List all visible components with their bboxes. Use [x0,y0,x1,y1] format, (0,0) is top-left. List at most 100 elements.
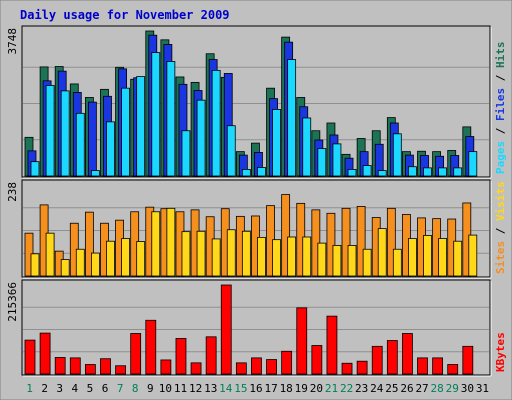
bar-sites-day-14: Sites 14: 121 [226,229,236,277]
legend-entry: / [494,68,507,88]
bar-kbytes-day-24: KBytes 24: 67000 [371,345,383,375]
bar-sites-day-2: Sites 2: 112 [45,232,55,277]
bar-sites-day-17: Sites 17: 95 [272,239,281,277]
x-tick-label-23: 23 [355,382,368,395]
legend-entry: / [494,121,507,141]
bar-sites-day-22: Sites 22: 80 [347,245,357,277]
bar-kbytes-day-30: KBytes 30: 67000 [462,345,474,375]
bar-sites-day-1: Sites 1: 58 [30,253,40,277]
bar-pages-day-17: Pages 17: 1720 [272,109,281,177]
bar-sites-day-6: Sites 6: 91 [106,240,115,277]
bar-sites-day-29: Sites 29: 91 [453,240,463,277]
bar-sites-day-9: Sites 9: 168 [151,211,161,277]
bar-pages-day-27: Pages 27: 210 [423,167,432,177]
bar-visits-day-18: Visits 18: 213 [281,194,291,277]
bar-pages-day-2: Pages 2: 2340 [45,85,55,177]
x-tick-label-10: 10 [159,382,172,395]
bar-kbytes-day-13: KBytes 13: 90000 [205,336,217,375]
x-tick-label-25: 25 [385,382,398,395]
bar-kbytes-day-14: KBytes 14: 215366 [220,284,232,375]
x-tick-label-8: 8 [132,382,139,395]
bar-pages-day-16: Pages 16: 220 [257,167,266,177]
x-tick-label-3: 3 [56,382,63,395]
bar-sites-day-28: Sites 28: 98 [438,238,448,277]
bar-sites-day-8: Sites 8: 90 [136,241,146,277]
bar-kbytes-day-5: KBytes 5: 23000 [84,364,96,375]
bar-visits-day-5: Visits 5: 167 [84,211,94,277]
bar-kbytes-day-12: KBytes 12: 27000 [190,362,202,375]
x-tick-label-6: 6 [102,382,109,395]
bar-sites-day-18: Sites 18: 102 [287,236,297,277]
legend-entry: / [494,221,507,241]
bar-pages-day-24: Pages 24: 140 [377,170,387,177]
bar-sites-day-19: Sites 19: 102 [302,236,312,277]
x-tick-label-29: 29 [446,382,459,395]
bar-visits-day-25: Visits 25: 177 [386,207,396,277]
bar-files-day-5: Files 5: 1910 [87,101,97,177]
bar-pages-day-14: Pages 14: 1300 [226,125,236,177]
bar-sites-day-27: Sites 27: 106 [423,235,432,277]
bar-sites-day-20: Sites 20: 86 [317,242,327,277]
bar-pages-day-30: Pages 30: 630 [468,151,478,177]
legend-hits-files-pages: Pages / Files / Hits [494,42,507,175]
bar-pages-day-6: Pages 6: 1400 [106,121,115,177]
x-tick-label-31: 31 [476,382,489,395]
bar-sites-day-10: Sites 10: 177 [166,207,176,277]
bar-sites-day-24: Sites 24: 124 [377,228,387,277]
bar-pages-day-3: Pages 3: 2200 [60,90,70,177]
bar-pages-day-13: Pages 13: 2730 [211,69,221,177]
legend-entry: Sites [494,241,507,274]
bar-pages-day-4: Pages 4: 1620 [75,112,85,177]
legend-entry: Files [494,88,507,121]
x-axis-labels: 1 2 3 4 5 6 7 8 9 10 11 12 13 14 15 16 17 18 19 20 21 22 23 24 2… [26,382,489,395]
chart-title: Daily usage for November 2009 [20,8,230,22]
bar-pages-day-21: Pages 21: 830 [332,143,342,177]
bar-pages-day-12: Pages 12: 1960 [196,99,206,177]
bar-sites-day-25: Sites 25: 70 [392,248,402,277]
bar-kbytes-day-3: KBytes 3: 40000 [54,357,66,375]
ymax-label: 3748 [6,28,19,55]
x-tick-label-18: 18 [280,382,293,395]
bar-sites-day-13: Sites 13: 97 [211,238,221,277]
bar-kbytes-day-11: KBytes 11: 86000 [175,338,187,375]
bar-pages-day-18: Pages 18: 3010 [287,59,297,177]
x-tick-label-11: 11 [174,382,187,395]
bar-pages-day-1: Pages 1: 370 [30,161,40,177]
bar-sites-day-15: Sites 15: 117 [241,230,251,277]
bar-pages-day-11: Pages 11: 1170 [181,130,191,177]
bar-sites-day-5: Sites 5: 60 [90,252,100,277]
bar-kbytes-day-29: KBytes 29: 23000 [447,364,459,375]
bar-sites-day-7: Sites 7: 98 [121,238,130,277]
x-tick-label-16: 16 [249,382,262,395]
bar-sites-day-16: Sites 16: 101 [257,236,266,277]
x-tick-label-30: 30 [461,382,474,395]
x-tick-label-21: 21 [325,382,338,395]
ymax-label: 238 [6,182,19,202]
bar-pages-day-9: Pages 9: 3190 [151,52,161,177]
bar-kbytes-day-23: KBytes 23: 31000 [356,360,368,375]
bar-pages-day-23: Pages 23: 270 [362,165,372,177]
x-tick-label-26: 26 [400,382,413,395]
bar-visits-day-22: Visits 22: 177 [341,207,351,277]
x-tick-label-1: 1 [26,382,33,395]
bar-kbytes-day-6: KBytes 6: 37000 [100,358,111,375]
bar-kbytes-day-1: KBytes 1: 82000 [24,339,36,375]
bar-pages-day-7: Pages 7: 2270 [121,87,130,177]
bar-sites-day-12: Sites 12: 117 [196,230,206,277]
bar-pages-day-8: Pages 8: 2570 [136,76,146,177]
bar-kbytes-day-15: KBytes 15: 27000 [235,362,247,375]
bar-kbytes-day-26: KBytes 26: 98000 [402,333,413,375]
bar-sites-day-23: Sites 23: 70 [362,248,372,277]
x-tick-label-19: 19 [295,382,308,395]
x-tick-label-17: 17 [264,382,277,395]
ymax-label: 215366 [6,282,19,322]
x-tick-label-2: 2 [41,382,48,395]
x-tick-label-5: 5 [87,382,94,395]
bar-pages-day-22: Pages 22: 170 [347,169,357,177]
x-tick-label-12: 12 [189,382,202,395]
x-tick-label-4: 4 [72,382,79,395]
bar-sites-day-3: Sites 3: 43 [60,259,70,277]
